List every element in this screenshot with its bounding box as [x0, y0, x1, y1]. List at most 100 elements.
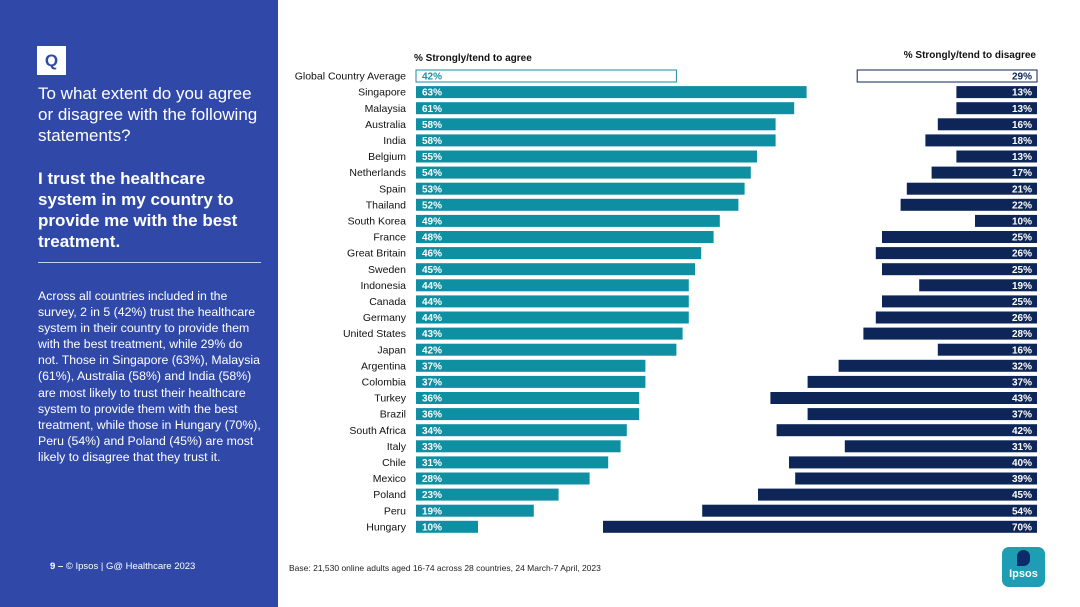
agree-bar [416, 440, 621, 453]
agree-value-label: 48% [422, 233, 442, 244]
agree-value-label: 43% [422, 329, 442, 340]
disagree-bar [906, 182, 1037, 195]
country-label: Canada [369, 296, 406, 308]
country-label: Belgium [368, 151, 406, 163]
agree-value-label: 36% [422, 394, 442, 405]
disagree-bar [900, 198, 1037, 211]
disagree-bar [770, 392, 1037, 404]
agree-value-label: 23% [422, 490, 442, 501]
disagree-value-label: 43% [1012, 394, 1032, 405]
disagree-value-label: 10% [1012, 217, 1032, 228]
disagree-bar [882, 231, 1037, 243]
agree-value-label: 54% [422, 168, 442, 179]
agree-bar [416, 520, 478, 533]
agree-bar [416, 456, 609, 469]
disagree-bar [937, 343, 1037, 356]
agree-bar [416, 263, 695, 276]
disagree-bar [956, 102, 1037, 115]
agree-value-label: 44% [422, 281, 442, 292]
disagree-bar [956, 150, 1037, 163]
country-label: Poland [373, 489, 406, 501]
disagree-value-label: 28% [1012, 329, 1032, 340]
divider [38, 262, 261, 263]
disagree-bar [882, 263, 1037, 276]
disagree-value-label: 13% [1012, 104, 1032, 115]
country-label: Singapore [358, 87, 406, 99]
agree-bar [416, 424, 627, 437]
disagree-bar [795, 472, 1037, 485]
disagree-value-label: 31% [1012, 442, 1032, 453]
agree-value-label: 42% [422, 72, 442, 83]
agree-value-label: 55% [422, 152, 442, 163]
agree-value-label: 10% [422, 522, 442, 533]
agree-bar [416, 343, 677, 356]
disagree-bar [937, 118, 1037, 131]
agree-bar [416, 198, 739, 211]
disagree-value-label: 37% [1012, 378, 1032, 389]
agree-value-label: 42% [422, 345, 442, 356]
disagree-bar [919, 279, 1037, 292]
agree-bar [416, 102, 795, 115]
country-label: Spain [379, 183, 406, 195]
agree-bar [416, 86, 807, 99]
country-label: Brazil [380, 409, 406, 421]
agree-bar [416, 134, 776, 147]
agree-bar [416, 359, 646, 372]
disagree-value-label: 21% [1012, 184, 1032, 195]
country-label: Mexico [373, 473, 406, 485]
agree-bar [416, 295, 689, 308]
country-label: United States [343, 328, 406, 340]
country-label: Germany [363, 312, 407, 324]
disagree-bar [956, 86, 1037, 99]
agree-value-label: 53% [422, 184, 442, 195]
country-label: Indonesia [360, 280, 406, 292]
disagree-value-label: 22% [1012, 200, 1032, 211]
agree-bar [416, 214, 720, 227]
disagree-value-label: 54% [1012, 506, 1032, 517]
disagree-value-label: 26% [1012, 313, 1032, 324]
disagree-bar [975, 214, 1037, 227]
disagree-value-label: 32% [1012, 361, 1032, 372]
disagree-bar [807, 408, 1037, 421]
disagree-header: % Strongly/tend to disagree [904, 50, 1037, 61]
statement-text: I trust the healthcare system in my coun… [38, 169, 238, 251]
agree-bar [416, 231, 714, 243]
agree-bar [416, 279, 689, 292]
agree-value-label: 44% [422, 313, 442, 324]
country-label: Japan [377, 344, 406, 356]
disagree-value-label: 25% [1012, 265, 1032, 276]
disagree-value-label: 42% [1012, 426, 1032, 437]
agree-bar [416, 166, 751, 179]
agree-value-label: 33% [422, 442, 442, 453]
question-text: To what extent do you agree or disagree … [38, 84, 258, 145]
disagree-bar [702, 504, 1037, 517]
agree-value-label: 19% [422, 506, 442, 517]
sidebar-panel: Q To what extent do you agree or disagre… [0, 0, 278, 607]
disagree-bar [875, 311, 1037, 324]
disagree-bar [931, 166, 1037, 179]
disagree-bar [856, 69, 1038, 83]
disagree-bar [838, 359, 1037, 372]
footer-left: 9 – © Ipsos | G@ Healthcare 2023 [50, 561, 195, 572]
agree-bar [416, 488, 559, 501]
agree-bar [416, 504, 534, 517]
disagree-bar [875, 247, 1037, 260]
agree-bar [416, 408, 640, 421]
country-label: Turkey [374, 393, 406, 405]
disagree-bar [776, 424, 1037, 437]
disagree-value-label: 16% [1012, 120, 1032, 131]
country-label: Hungary [366, 521, 406, 533]
agree-value-label: 31% [422, 458, 442, 469]
disagree-value-label: 13% [1012, 152, 1032, 163]
country-label: South Africa [349, 425, 406, 437]
agree-value-label: 61% [422, 104, 442, 115]
agree-bar [416, 327, 683, 340]
agree-value-label: 58% [422, 120, 442, 131]
country-label: Great Britain [347, 248, 406, 260]
disagree-bar [844, 440, 1037, 453]
country-label: Chile [382, 457, 406, 469]
disagree-bar [758, 488, 1037, 501]
disagree-bar [925, 134, 1037, 147]
disagree-value-label: 37% [1012, 410, 1032, 421]
